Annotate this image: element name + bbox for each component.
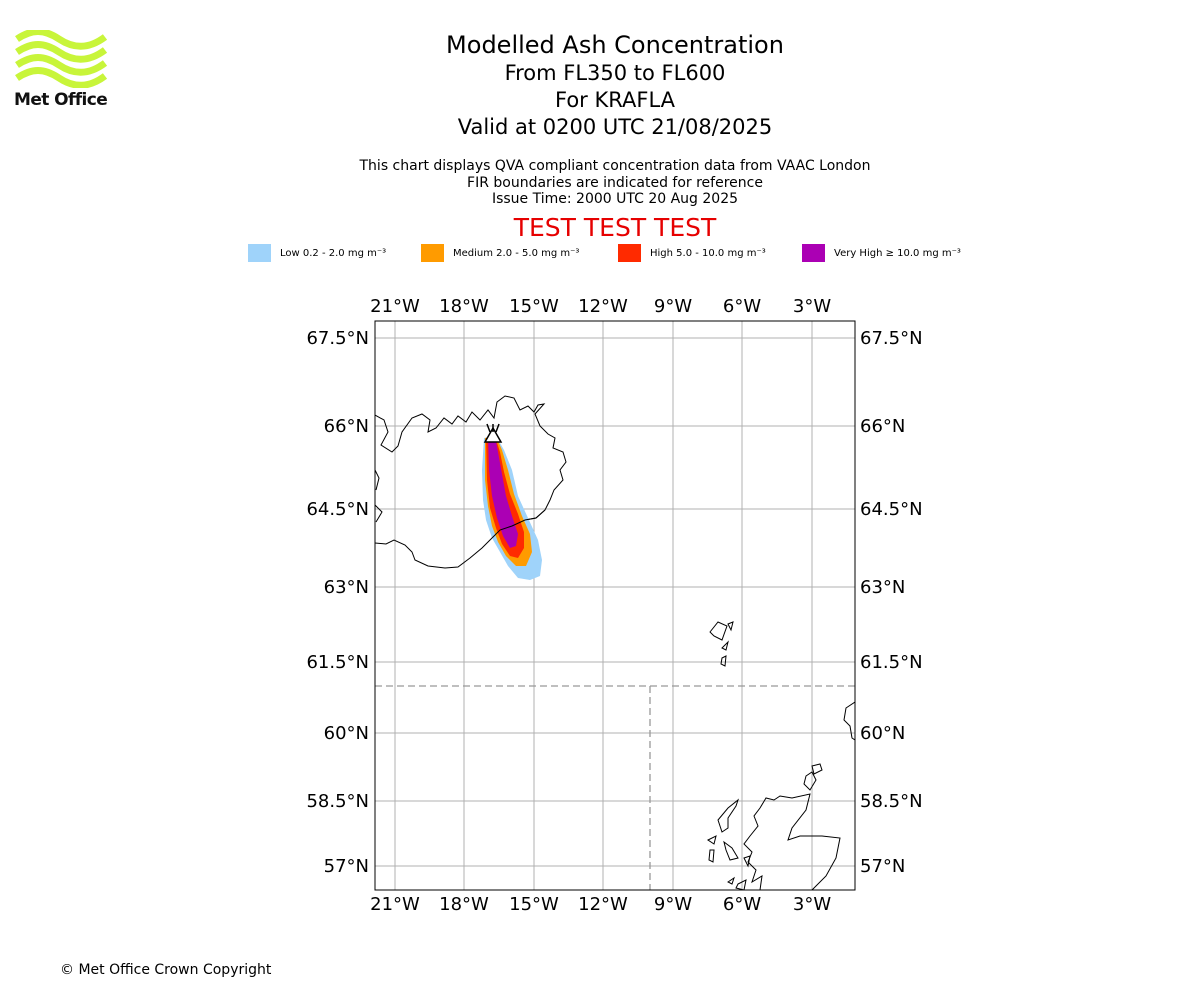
map-area	[375, 321, 855, 890]
scotland-coastline	[707, 763, 841, 890]
lon-label: 9°W	[654, 296, 692, 317]
lat-label: 58.5°N	[860, 791, 923, 812]
iceland-west-fjords	[375, 469, 380, 491]
lat-label: 63°N	[860, 577, 905, 598]
logo-wordmark: Met Office	[14, 90, 108, 110]
lon-label: 15°W	[509, 296, 559, 317]
legend-swatch-high	[618, 244, 641, 262]
volcano-name: For KRAFLA	[555, 88, 675, 112]
lon-labels-top: 21°W 18°W 15°W 12°W 9°W 6°W 3°W	[370, 296, 831, 317]
iceland-peninsula	[375, 504, 383, 523]
legend-swatch-medium	[421, 244, 444, 262]
lat-labels-left: 67.5°N 66°N 64.5°N 63°N 61.5°N 60°N 58.5…	[306, 328, 369, 877]
lon-label: 6°W	[723, 894, 761, 915]
lon-label: 6°W	[723, 296, 761, 317]
legend-label-low: Low 0.2 - 2.0 mg m⁻³	[280, 247, 387, 259]
met-office-logo: Met Office	[14, 28, 108, 114]
lat-label: 64.5°N	[860, 499, 923, 520]
lon-label: 3°W	[793, 296, 831, 317]
test-banner: TEST TEST TEST	[513, 213, 717, 242]
legend-item-very-high: Very High ≥ 10.0 mg m⁻³	[802, 244, 961, 262]
lon-label: 21°W	[370, 296, 420, 317]
copyright-notice: © Met Office Crown Copyright	[60, 962, 272, 978]
lon-label: 12°W	[578, 894, 628, 915]
map-gridlines	[375, 321, 855, 890]
lat-label: 57°N	[860, 856, 905, 877]
fir-boundaries	[375, 685, 855, 890]
lat-label: 63°N	[324, 577, 369, 598]
chart-title: Modelled Ash Concentration	[446, 31, 784, 59]
lon-label: 21°W	[370, 894, 420, 915]
legend-label-high: High 5.0 - 10.0 mg m⁻³	[650, 247, 766, 259]
subtitle-line-2: FIR boundaries are indicated for referen…	[467, 174, 763, 191]
lon-label: 15°W	[509, 894, 559, 915]
lon-label: 9°W	[654, 894, 692, 915]
lon-label: 18°W	[439, 296, 489, 317]
legend-swatch-low	[248, 244, 271, 262]
lat-label: 67.5°N	[306, 328, 369, 349]
ash-plume-very-high	[488, 436, 518, 548]
lon-label: 3°W	[793, 894, 831, 915]
lat-labels-right: 67.5°N 66°N 64.5°N 63°N 61.5°N 60°N 58.5…	[860, 328, 923, 877]
valid-time: Valid at 0200 UTC 21/08/2025	[457, 115, 773, 139]
coastline-overlay	[491, 509, 546, 539]
lat-label: 66°N	[860, 416, 905, 437]
chart-subtitle: This chart displays QVA compliant concen…	[315, 158, 915, 208]
lat-label: 60°N	[860, 723, 905, 744]
concentration-legend: Low 0.2 - 2.0 mg m⁻³ Medium 2.0 - 5.0 mg…	[0, 244, 1200, 264]
legend-label-very-high: Very High ≥ 10.0 mg m⁻³	[834, 247, 961, 259]
lat-label: 60°N	[324, 723, 369, 744]
lat-label: 58.5°N	[306, 791, 369, 812]
lat-label: 57°N	[324, 856, 369, 877]
lat-label: 64.5°N	[306, 499, 369, 520]
level-range: From FL350 to FL600	[504, 61, 726, 85]
legend-item-high: High 5.0 - 10.0 mg m⁻³	[618, 244, 766, 262]
lat-label: 66°N	[324, 416, 369, 437]
shetland-islands	[843, 701, 855, 741]
lat-label: 61.5°N	[306, 652, 369, 673]
legend-label-medium: Medium 2.0 - 5.0 mg m⁻³	[453, 247, 580, 259]
legend-item-low: Low 0.2 - 2.0 mg m⁻³	[248, 244, 386, 262]
lon-label: 18°W	[439, 894, 489, 915]
lat-label: 67.5°N	[860, 328, 923, 349]
iceland-coastline	[375, 395, 567, 569]
met-office-wave-logo	[15, 28, 108, 89]
legend-item-medium: Medium 2.0 - 5.0 mg m⁻³	[421, 244, 579, 262]
legend-swatch-very-high	[802, 244, 825, 262]
subtitle-line-1: This chart displays QVA compliant concen…	[359, 158, 871, 174]
chart-header: Modelled Ash Concentration From FL350 to…	[315, 30, 915, 141]
map-frame	[374, 320, 856, 891]
faroe-islands	[709, 621, 734, 667]
volcano-icon	[483, 423, 503, 443]
lat-label: 61.5°N	[860, 652, 923, 673]
lon-labels-bottom: 21°W 18°W 15°W 12°W 9°W 6°W 3°W	[370, 894, 831, 915]
subtitle-line-3: Issue Time: 2000 UTC 20 Aug 2025	[491, 191, 739, 207]
lon-label: 12°W	[578, 296, 628, 317]
